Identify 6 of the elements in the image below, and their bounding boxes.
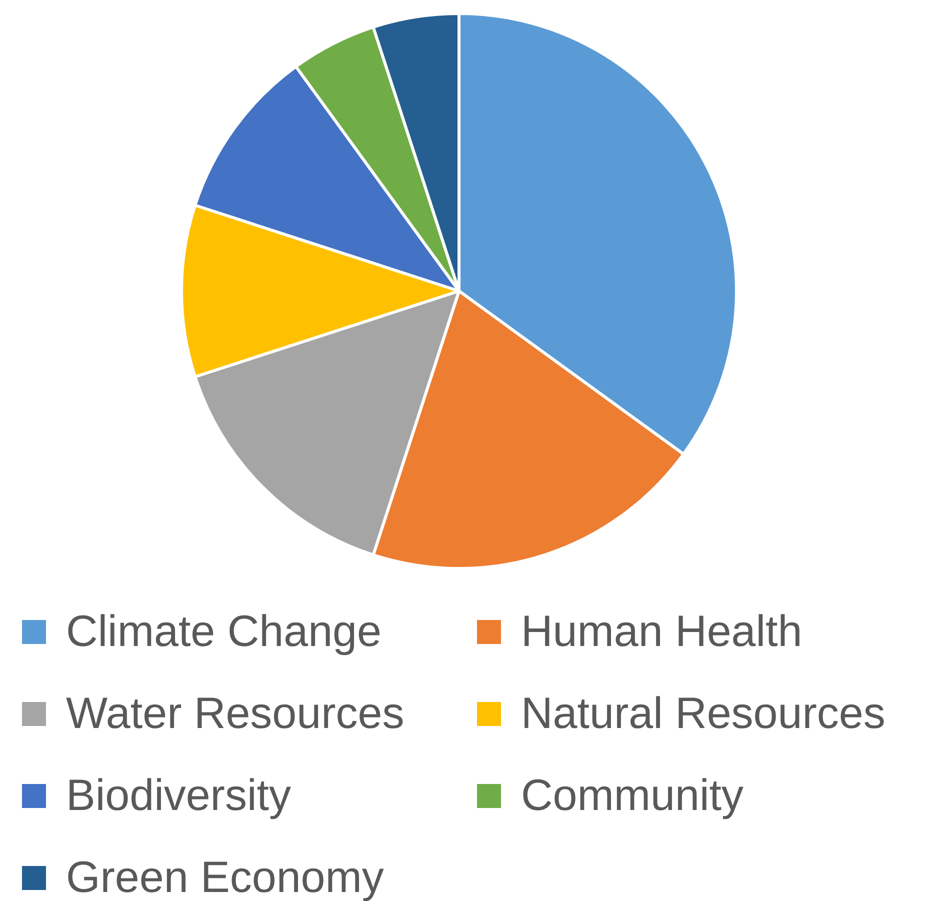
legend-label: Community (521, 771, 744, 821)
legend-label: Water Resources (66, 689, 404, 739)
legend-label: Climate Change (66, 607, 382, 657)
legend-label: Biodiversity (66, 771, 291, 821)
legend-label: Human Health (521, 607, 802, 657)
legend-label: Natural Resources (521, 689, 886, 739)
